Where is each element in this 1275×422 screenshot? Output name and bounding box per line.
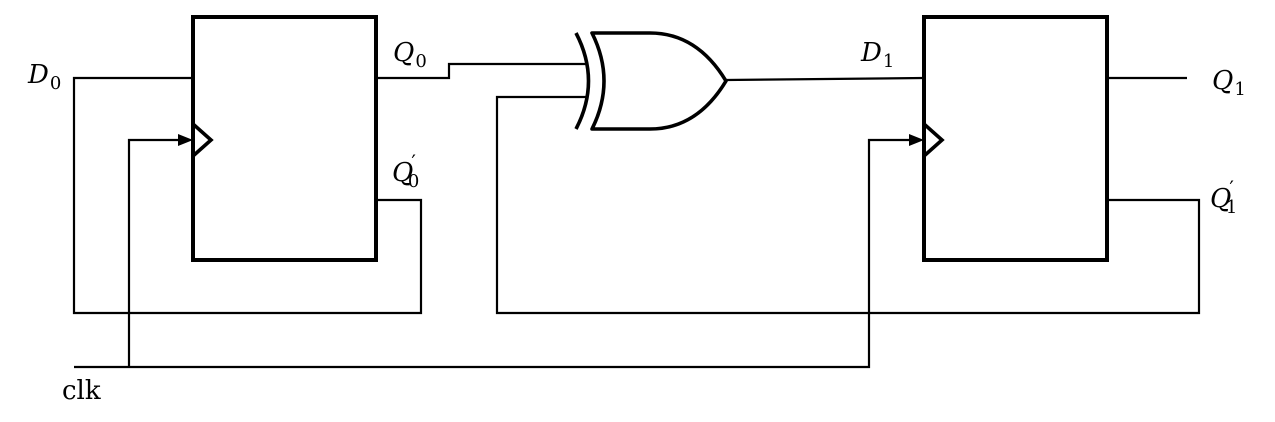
flip-flop-0: [191, 15, 378, 262]
wire-q1bar-to-xor: [495, 95, 1201, 315]
wire-q0-to-xor: [376, 62, 587, 80]
label-q1-prime: Q′1: [1210, 176, 1238, 218]
clk-arrow-ff0: [178, 134, 193, 146]
label-d0: D0: [28, 60, 62, 94]
wire-xor-to-d1: [725, 76, 925, 82]
clk-arrow-ff1: [909, 134, 924, 146]
label-q0-prime: Q′0: [392, 150, 420, 192]
label-q1: Q1: [1212, 66, 1246, 100]
wire-clk: [74, 138, 912, 369]
label-d1: D1: [861, 38, 895, 72]
xor-gate-body: [590, 31, 728, 131]
wire-clk-to-ff0: [127, 138, 181, 367]
flip-flop-0-clock-marker: [191, 122, 214, 158]
xor-gate-back-curve: [574, 32, 591, 130]
label-clk: clk: [62, 376, 101, 406]
label-q0: Q0: [393, 38, 427, 72]
wire-d0-feedback: [72, 76, 423, 315]
flip-flop-1: [922, 15, 1109, 262]
flip-flop-1-clock-marker: [922, 122, 945, 158]
